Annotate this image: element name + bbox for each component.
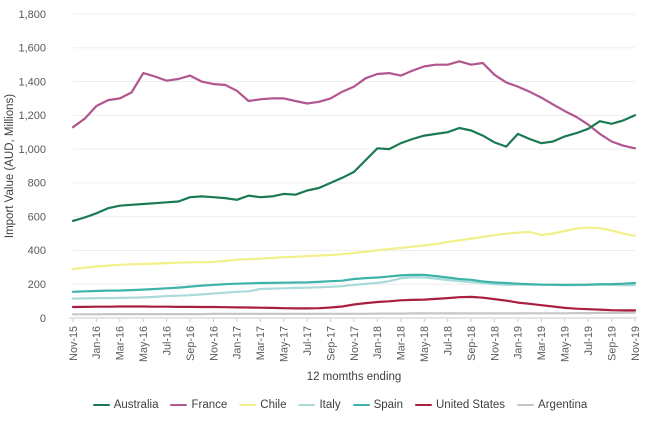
y-axis-title: Import Value (AUD, Millions) [4, 93, 16, 239]
legend-item-spain: Spain [352, 399, 403, 411]
x-tick-label: Mar-16 [115, 326, 127, 360]
y-tick-label: 200 [28, 279, 46, 291]
legend-item-united-states: United States [415, 399, 505, 411]
x-tick-label: Jan-17 [232, 326, 244, 359]
x-tick-label: May-16 [138, 326, 150, 362]
legend-item-italy: Italy [298, 399, 341, 411]
legend-item-chile: Chile [239, 399, 286, 411]
x-tick-label: Nov-18 [489, 326, 501, 361]
y-tick-label: 0 [40, 313, 46, 325]
y-tick-label: 600 [28, 211, 46, 223]
legend-swatch-icon [415, 403, 432, 407]
legend-item-france: France [170, 399, 227, 411]
legend: Australia France Chile Italy Spain United Sta… [0, 399, 650, 411]
series-line-spain [71, 273, 637, 293]
y-tick-label: 1,200 [18, 110, 46, 122]
y-tick-label: 1,600 [18, 43, 46, 55]
x-tick-label: Jul-17 [302, 326, 314, 355]
series-line-chile [71, 226, 637, 271]
x-tick-label: Sep-16 [185, 326, 197, 361]
legend-swatch-icon [170, 403, 188, 407]
legend-label: Spain [373, 399, 403, 411]
chart-svg: 0 200 400 600 800 1,000 1,200 1,400 1,600 1,800 No… [18, 9, 642, 362]
x-tick-label: May-18 [419, 326, 431, 362]
legend-swatch-icon [239, 403, 257, 407]
y-tick-label: 1,000 [18, 144, 46, 156]
x-tick-label: Jan-16 [91, 326, 103, 359]
x-tick-label: Jul-19 [583, 326, 595, 355]
y-tick-label: 1,800 [18, 9, 46, 21]
x-tick-label: Nov-17 [349, 326, 361, 361]
legend-label: Australia [113, 399, 159, 411]
legend-label: France [191, 399, 228, 411]
legend-swatch-icon [298, 403, 316, 407]
x-tick-label: May-17 [279, 326, 291, 362]
x-tick-label: May-19 [560, 326, 572, 362]
series-line-united-states [71, 295, 637, 312]
x-tick-label: Nov-16 [208, 326, 220, 361]
y-tick-label: 800 [28, 178, 46, 190]
x-tick-label: Mar-18 [396, 326, 408, 360]
legend-item-australia: Australia [92, 399, 159, 411]
x-tick-label: Jul-16 [161, 326, 173, 355]
y-tick-label: 400 [28, 245, 46, 257]
x-tick-label: Jan-18 [372, 326, 384, 359]
x-tick-label: Jul-18 [442, 326, 454, 355]
x-tick-label: Sep-18 [466, 326, 478, 361]
legend-swatch-icon [517, 403, 535, 407]
legend-swatch-icon [92, 403, 110, 407]
legend-label: Italy [319, 399, 341, 411]
x-tick-label: Mar-17 [255, 326, 267, 360]
legend-item-argentina: Argentina [517, 399, 587, 411]
x-tick-label: Sep-19 [606, 326, 618, 361]
series-line-france [71, 60, 637, 150]
legend-label: Chile [260, 399, 287, 411]
series-line-australia [71, 114, 637, 222]
legend-label: Argentina [538, 399, 588, 411]
series-line-argentina [71, 311, 637, 316]
y-tick-label: 1,400 [18, 76, 46, 88]
legend-label: United States [436, 399, 506, 411]
legend-swatch-icon [352, 403, 370, 407]
x-tick-label: Jan-19 [513, 326, 525, 359]
x-tick-label: Mar-19 [536, 326, 548, 360]
x-tick-label: Nov-19 [630, 326, 642, 361]
x-tick-label: Nov-15 [68, 326, 80, 361]
x-axis-title: 12 momths ending [306, 371, 402, 383]
x-tick-label: Sep-17 [325, 326, 337, 361]
